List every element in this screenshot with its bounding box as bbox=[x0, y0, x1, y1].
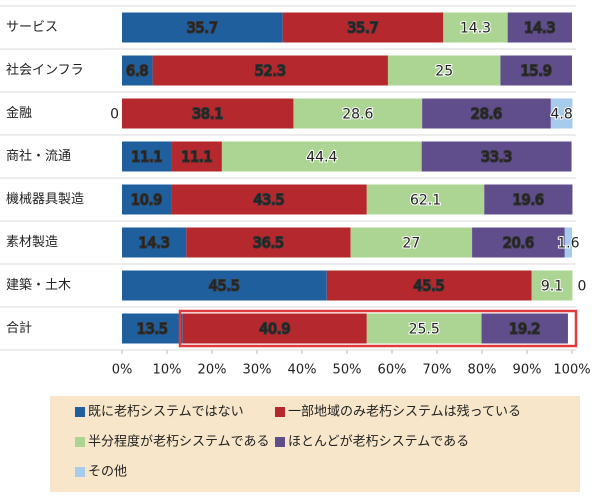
bar-segment bbox=[387, 55, 501, 86]
value-label: 35.7 bbox=[347, 21, 378, 37]
value-label: 38.1 bbox=[192, 107, 223, 123]
value-label: 4.8 bbox=[551, 107, 573, 123]
x-tick-label: 100% bbox=[553, 363, 590, 378]
value-label: 14.3 bbox=[460, 21, 491, 37]
value-label: 20.6 bbox=[503, 236, 534, 252]
bar-segment bbox=[481, 313, 568, 344]
legend-label: 一部地域のみ老朽システムは残っている bbox=[288, 405, 521, 420]
bar-segment bbox=[531, 270, 573, 301]
legend-label: ほとんどが老朽システムである bbox=[288, 435, 469, 450]
bar-segment bbox=[366, 313, 482, 344]
bar-segment bbox=[122, 141, 172, 172]
value-label: 14.3 bbox=[524, 21, 555, 37]
value-label: 25.5 bbox=[409, 322, 440, 338]
value-label: 10.9 bbox=[131, 193, 162, 209]
bar-segment bbox=[472, 227, 565, 258]
value-label: 62.1 bbox=[410, 193, 441, 209]
x-tick-label: 0% bbox=[112, 363, 133, 378]
bar-segment bbox=[152, 55, 388, 86]
category-label: 建築・土木 bbox=[6, 278, 71, 293]
bar-segment bbox=[122, 55, 153, 86]
value-label: 25 bbox=[435, 64, 453, 80]
x-tick-label: 80% bbox=[468, 363, 497, 378]
x-tick-label: 50% bbox=[333, 363, 362, 378]
bar-segment bbox=[186, 227, 351, 258]
value-label: 28.6 bbox=[471, 107, 502, 123]
bar-segment bbox=[171, 184, 367, 215]
bar-segment bbox=[366, 184, 485, 215]
legend-swatch bbox=[75, 437, 85, 447]
legend-swatch bbox=[275, 407, 285, 417]
value-label: 36.5 bbox=[253, 236, 284, 252]
bar-segment bbox=[550, 98, 573, 129]
bar-segment bbox=[326, 270, 532, 301]
value-label: 43.5 bbox=[253, 193, 284, 209]
value-label: 45.5 bbox=[209, 279, 240, 295]
bar-segment bbox=[122, 184, 172, 215]
value-label: 35.7 bbox=[187, 21, 218, 37]
x-tick-label: 90% bbox=[513, 363, 542, 378]
bar-segment bbox=[171, 141, 222, 172]
bar-segment bbox=[221, 141, 422, 172]
value-label: 27 bbox=[402, 236, 420, 252]
category-label: 金融 bbox=[6, 105, 32, 121]
legend-swatch bbox=[75, 407, 85, 417]
value-label: 45.5 bbox=[414, 279, 445, 295]
bar-segment bbox=[484, 184, 573, 215]
value-label: 19.6 bbox=[513, 193, 544, 209]
value-label: 28.6 bbox=[342, 107, 373, 123]
bar-segment bbox=[422, 98, 551, 129]
bar-segment bbox=[500, 55, 572, 86]
bar-segment bbox=[122, 313, 183, 344]
category-label: 商社・流通 bbox=[6, 148, 71, 164]
legend-label: その他 bbox=[88, 465, 127, 480]
value-label: 11.1 bbox=[131, 150, 162, 166]
value-label: 9.1 bbox=[541, 279, 563, 295]
x-tick-label: 40% bbox=[288, 363, 317, 378]
bar-segment bbox=[122, 270, 327, 301]
bar-segment bbox=[293, 98, 423, 129]
category-label: 社会インフラ bbox=[6, 62, 84, 78]
bar-segment bbox=[122, 98, 294, 129]
value-label: 13.5 bbox=[137, 322, 168, 338]
highlight-frame bbox=[178, 309, 578, 348]
category-label: サービス bbox=[6, 20, 58, 35]
category-label: 合計 bbox=[6, 320, 32, 336]
value-label: 52.3 bbox=[255, 64, 286, 80]
bar-segment bbox=[507, 12, 572, 43]
category-label: 機械器具製造 bbox=[6, 192, 84, 207]
x-tick-label: 10% bbox=[153, 363, 182, 378]
category-label: 素材製造 bbox=[6, 235, 58, 250]
x-tick-label: 20% bbox=[198, 363, 227, 378]
x-tick-label: 30% bbox=[243, 363, 272, 378]
bar-segment bbox=[564, 227, 572, 258]
legend-swatch bbox=[275, 437, 285, 447]
value-label: 19.2 bbox=[509, 322, 540, 338]
legend-box bbox=[50, 396, 580, 492]
value-label: 1.6 bbox=[557, 236, 579, 252]
value-label: 33.3 bbox=[481, 150, 512, 166]
value-label: 14.3 bbox=[139, 236, 170, 252]
value-label: 44.4 bbox=[306, 150, 337, 166]
bar-segment bbox=[350, 227, 473, 258]
bar-segment bbox=[421, 141, 572, 172]
value-label: 6.8 bbox=[126, 64, 148, 80]
bar-segment bbox=[282, 12, 444, 43]
legend-swatch bbox=[75, 467, 85, 477]
bar-segment bbox=[122, 12, 283, 43]
legend-label: 半分程度が老朽システムである bbox=[88, 434, 269, 450]
x-tick-label: 60% bbox=[378, 363, 407, 378]
bar-segment bbox=[182, 313, 367, 344]
value-label: 15.9 bbox=[521, 64, 552, 80]
bar-segment bbox=[443, 12, 508, 43]
x-tick-label: 70% bbox=[423, 363, 452, 378]
value-label: 11.1 bbox=[181, 150, 212, 166]
value-label: 0 bbox=[577, 279, 586, 295]
value-label: 0 bbox=[110, 107, 119, 123]
value-label: 40.9 bbox=[259, 322, 290, 338]
bar-segment bbox=[122, 227, 187, 258]
legend-label: 既に老朽システムではない bbox=[88, 405, 244, 420]
